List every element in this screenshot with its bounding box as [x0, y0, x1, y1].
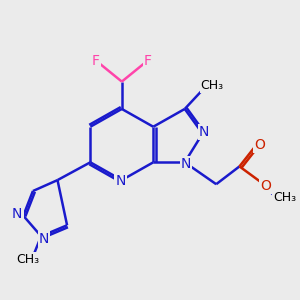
Text: CH₃: CH₃	[16, 254, 39, 266]
Text: N: N	[12, 207, 22, 221]
Text: O: O	[260, 178, 271, 193]
Text: CH₃: CH₃	[200, 79, 224, 92]
Text: CH₃: CH₃	[273, 191, 296, 204]
Text: F: F	[144, 54, 152, 68]
Text: O: O	[254, 137, 265, 152]
Text: N: N	[199, 125, 209, 139]
Text: F: F	[92, 54, 100, 68]
Text: N: N	[115, 175, 126, 188]
Text: N: N	[181, 157, 191, 171]
Text: N: N	[39, 232, 49, 246]
